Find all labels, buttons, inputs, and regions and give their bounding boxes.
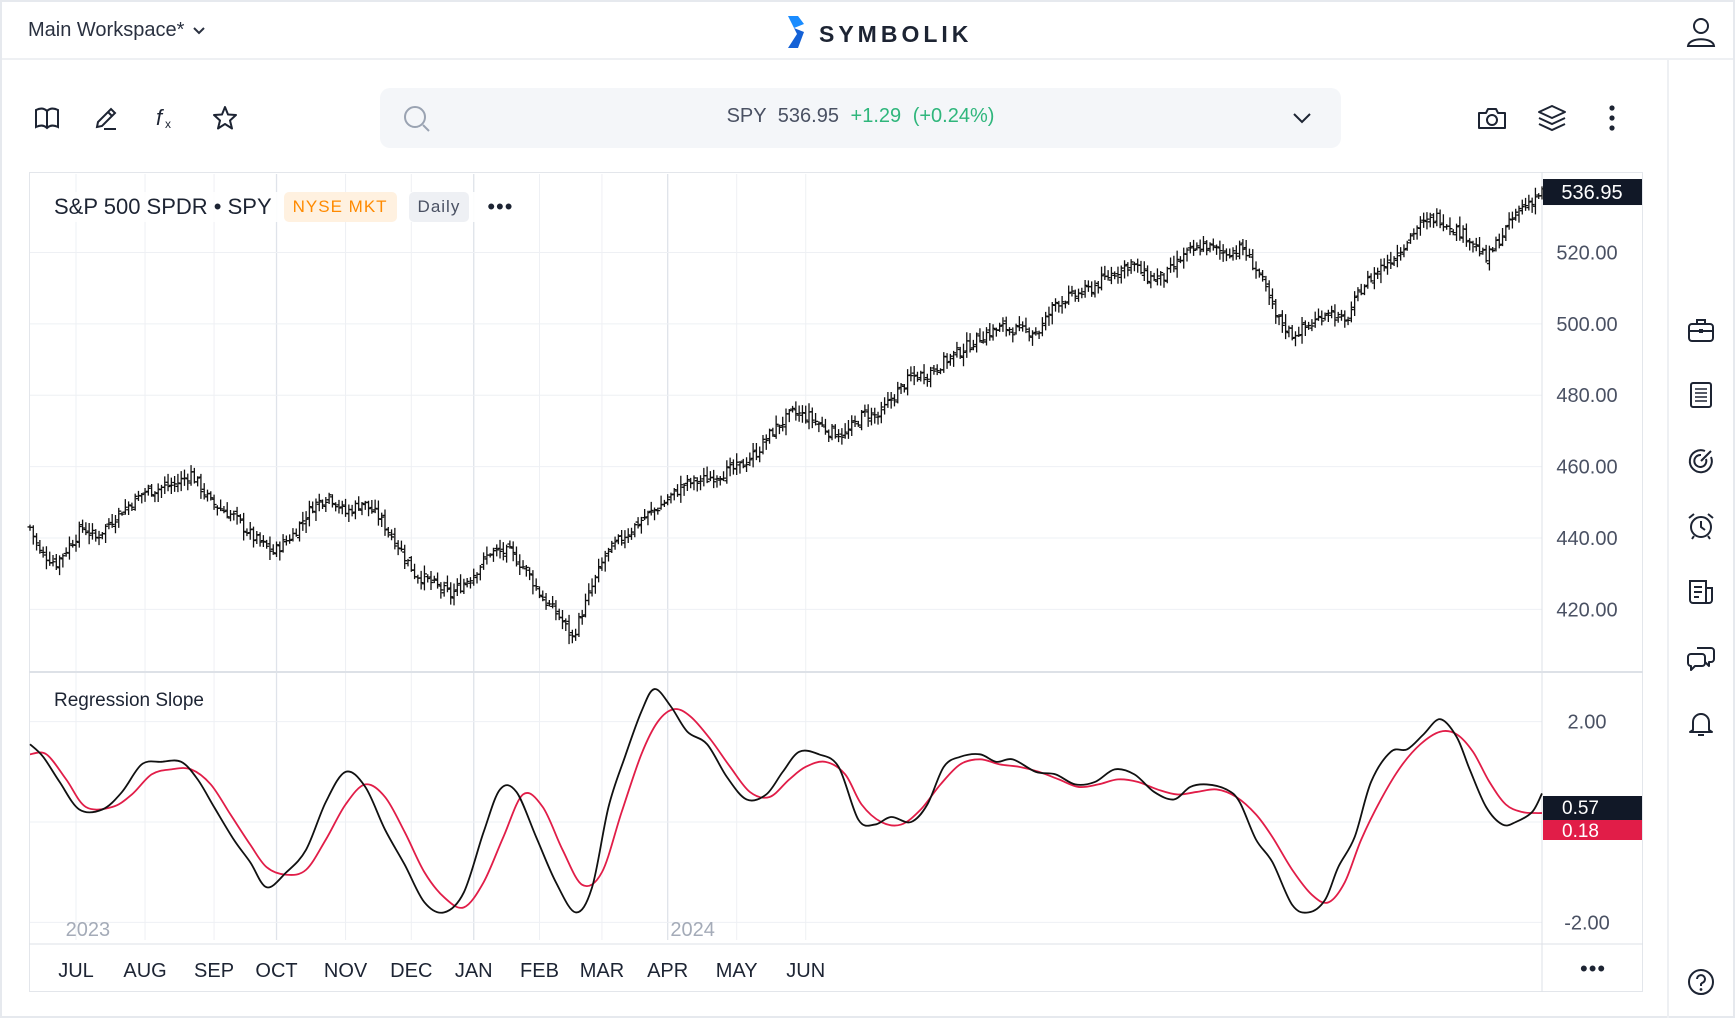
svg-text:x: x bbox=[165, 117, 171, 131]
alarm-clock-icon[interactable] bbox=[1685, 510, 1717, 542]
help-icon[interactable] bbox=[1685, 966, 1717, 998]
interval-badge[interactable]: Daily bbox=[408, 192, 470, 222]
axis-more-button[interactable]: ••• bbox=[1580, 956, 1607, 981]
symbol-search[interactable]: SPY 536.95 +1.29 (+0.24%) bbox=[380, 88, 1341, 148]
chevron-down-icon[interactable] bbox=[1290, 106, 1314, 135]
search-icon bbox=[402, 104, 432, 139]
chart-frame bbox=[29, 172, 1643, 992]
chart-legend: S&P 500 SPDR • SPY NYSE MKT Daily ••• bbox=[54, 192, 520, 222]
quote-change-pct: (+0.24%) bbox=[912, 105, 995, 127]
instrument-title: S&P 500 SPDR • SPY bbox=[54, 194, 272, 219]
quote-change: +1.29 bbox=[850, 105, 902, 127]
chat-icon[interactable] bbox=[1685, 642, 1717, 674]
workspace-label: Main Workspace* bbox=[28, 19, 185, 41]
exchange-badge: NYSE MKT bbox=[283, 192, 397, 222]
book-icon[interactable] bbox=[31, 102, 63, 134]
pencil-icon[interactable] bbox=[90, 102, 122, 134]
quote-symbol: SPY bbox=[726, 105, 767, 127]
quote-price: 536.95 bbox=[777, 105, 839, 127]
more-vertical-icon[interactable] bbox=[1595, 102, 1629, 134]
briefcase-icon[interactable] bbox=[1685, 314, 1717, 346]
bell-icon[interactable] bbox=[1685, 708, 1717, 740]
layers-icon[interactable] bbox=[1535, 102, 1569, 134]
right-sidebar bbox=[1667, 60, 1735, 1018]
star-icon[interactable] bbox=[209, 102, 241, 134]
chevron-down-icon bbox=[192, 19, 206, 42]
svg-text:f: f bbox=[156, 105, 165, 130]
workspace-selector[interactable]: Main Workspace* bbox=[28, 19, 206, 42]
brand-name: SYMBOLIK bbox=[819, 21, 973, 47]
symbolik-logo-icon bbox=[785, 14, 807, 55]
quote-summary: SPY 536.95 +1.29 (+0.24%) bbox=[380, 105, 1341, 128]
brand-logo: SYMBOLIK bbox=[785, 14, 972, 55]
top-bar: Main Workspace* SYMBOLIK bbox=[2, 2, 1733, 60]
news-icon[interactable] bbox=[1685, 576, 1717, 608]
camera-icon[interactable] bbox=[1475, 102, 1509, 134]
radar-icon[interactable] bbox=[1685, 445, 1717, 477]
user-icon[interactable] bbox=[1685, 16, 1717, 53]
list-icon[interactable] bbox=[1685, 379, 1717, 411]
indicator-title: Regression Slope bbox=[54, 690, 204, 711]
legend-more-button[interactable]: ••• bbox=[487, 194, 514, 219]
